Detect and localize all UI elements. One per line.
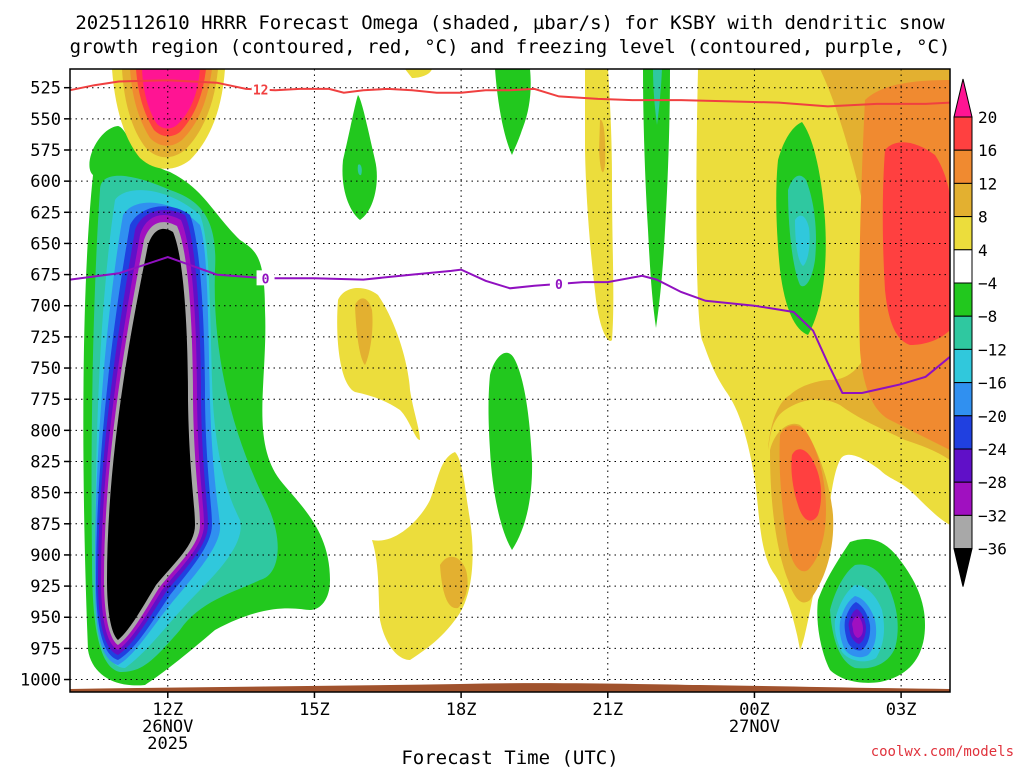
colorbar-label: −28: [978, 473, 1007, 492]
contour-label-background: [549, 275, 568, 291]
y-tick-label: 1000: [20, 671, 61, 691]
x-tick-label: 00Z: [739, 700, 770, 720]
omega-band-plus-8: [599, 119, 606, 173]
x-tick-label: 03Z: [886, 700, 917, 720]
dgz-minus12-contour: [69, 79, 951, 108]
omega-band-plus-4: [405, 69, 432, 78]
y-tick-label: 850: [30, 484, 61, 504]
x-tick-label: 2025: [147, 734, 188, 754]
colorbar-label: −24: [978, 440, 1007, 459]
y-tick-label: 725: [30, 328, 61, 348]
y-tick-label: 750: [30, 359, 61, 379]
colorbar-label: −16: [978, 374, 1007, 393]
y-tick-label: 950: [30, 608, 61, 628]
x-tick-label: 27NOV: [729, 717, 780, 737]
colorbar-label: −12: [978, 340, 1007, 359]
colorbar-band: [953, 182, 973, 218]
colorbar-band: [953, 348, 973, 384]
colorbar-band: [953, 315, 973, 350]
omega-band-minus-4: [488, 352, 533, 550]
y-tick-label: 775: [30, 390, 61, 410]
y-tick-label: 550: [30, 110, 61, 130]
y-tick-label: 825: [30, 452, 61, 472]
omega-band-minus-8: [357, 164, 362, 176]
omega-band-plus-20: [142, 69, 200, 129]
colorbar-label: 20: [978, 108, 997, 127]
x-tick-label: 21Z: [592, 700, 623, 720]
colorbar-label: 12: [978, 174, 997, 193]
colorbar-label: 8: [978, 208, 988, 227]
omega-shading: [83, 69, 950, 686]
pressure-axis: 525 550 575 600 625 650 675 700 725 750 775 800 825 8…: [20, 79, 70, 691]
y-tick-label: 525: [30, 79, 61, 99]
colorbar: 20 16 12 8 4 −4 −8 −12 −16 −20 −24 −28 −32 −36: [953, 78, 1007, 587]
freezing-level-contour: [69, 256, 951, 394]
omega-band-minus-36: [107, 228, 195, 640]
x-tick-label: 26NOV: [142, 717, 193, 737]
contour-label-background: [251, 81, 270, 97]
colorbar-band: [953, 481, 973, 516]
terrain-ground: [70, 683, 950, 692]
colorbar-band: [953, 514, 973, 550]
grid-lines: [70, 69, 950, 692]
omega-band-minus-8: [653, 69, 662, 125]
colorbar-band: [953, 149, 973, 184]
colorbar-band: [953, 548, 973, 587]
omega-band-minus-12: [795, 215, 810, 266]
x-axis-title: Forecast Time (UTC): [401, 747, 618, 768]
contour-label: 0: [555, 278, 563, 293]
colorbar-band: [953, 78, 973, 118]
credit-text[interactable]: coolwx.com/models: [871, 744, 1014, 760]
colorbar-band: [953, 216, 973, 251]
omega-band-minus-4: [643, 69, 670, 328]
y-tick-label: 675: [30, 266, 61, 286]
y-tick-label: 575: [30, 141, 61, 161]
colorbar-label: −32: [978, 506, 1007, 525]
colorbar-band: [953, 282, 973, 317]
y-tick-label: 625: [30, 203, 61, 223]
colorbar-label: −4: [978, 274, 997, 293]
colorbar-band: [953, 382, 973, 417]
contour-label: 12: [253, 84, 269, 99]
plot-frame: [69, 68, 951, 693]
x-tick-label: 12Z: [152, 700, 183, 720]
omega-band-plus-16: [791, 449, 822, 521]
contour-label: 0: [262, 272, 270, 287]
y-tick-label: 975: [30, 639, 61, 659]
colorbar-band: [953, 116, 973, 151]
y-tick-label: 650: [30, 234, 61, 254]
y-tick-label: 700: [30, 297, 61, 317]
omega-band-minus-4: [495, 69, 531, 155]
x-tick-label: 18Z: [446, 700, 477, 720]
chart-title-line-1: 2025112610 HRRR Forecast Omega (shaded, …: [75, 12, 945, 34]
omega-band-plus-16: [882, 142, 950, 345]
colorbar-band: [953, 415, 973, 450]
chart-title-line-2: growth region (contoured, red, °C) and f…: [70, 36, 951, 58]
omega-band-minus-28: [852, 616, 863, 638]
omega-band-plus-4: [585, 69, 614, 341]
colorbar-label: −20: [978, 407, 1007, 426]
omega-band-minus-4: [342, 95, 377, 220]
colorbar-label: 16: [978, 141, 997, 160]
omega-band-plus-4: [337, 288, 420, 440]
y-tick-label: 875: [30, 515, 61, 535]
y-tick-label: 900: [30, 546, 61, 566]
y-tick-label: 800: [30, 421, 61, 441]
colorbar-label: −8: [978, 307, 997, 326]
omega-band-plus-8: [355, 298, 373, 365]
y-tick-label: 925: [30, 577, 61, 597]
omega-band-plus-4: [372, 452, 473, 660]
y-tick-label: 600: [30, 172, 61, 192]
x-tick-label: 15Z: [299, 700, 330, 720]
colorbar-band: [953, 249, 973, 284]
colorbar-label: 4: [978, 241, 988, 260]
colorbar-label: −36: [978, 540, 1007, 559]
contour-label-background: [256, 270, 275, 286]
colorbar-band: [953, 448, 973, 483]
